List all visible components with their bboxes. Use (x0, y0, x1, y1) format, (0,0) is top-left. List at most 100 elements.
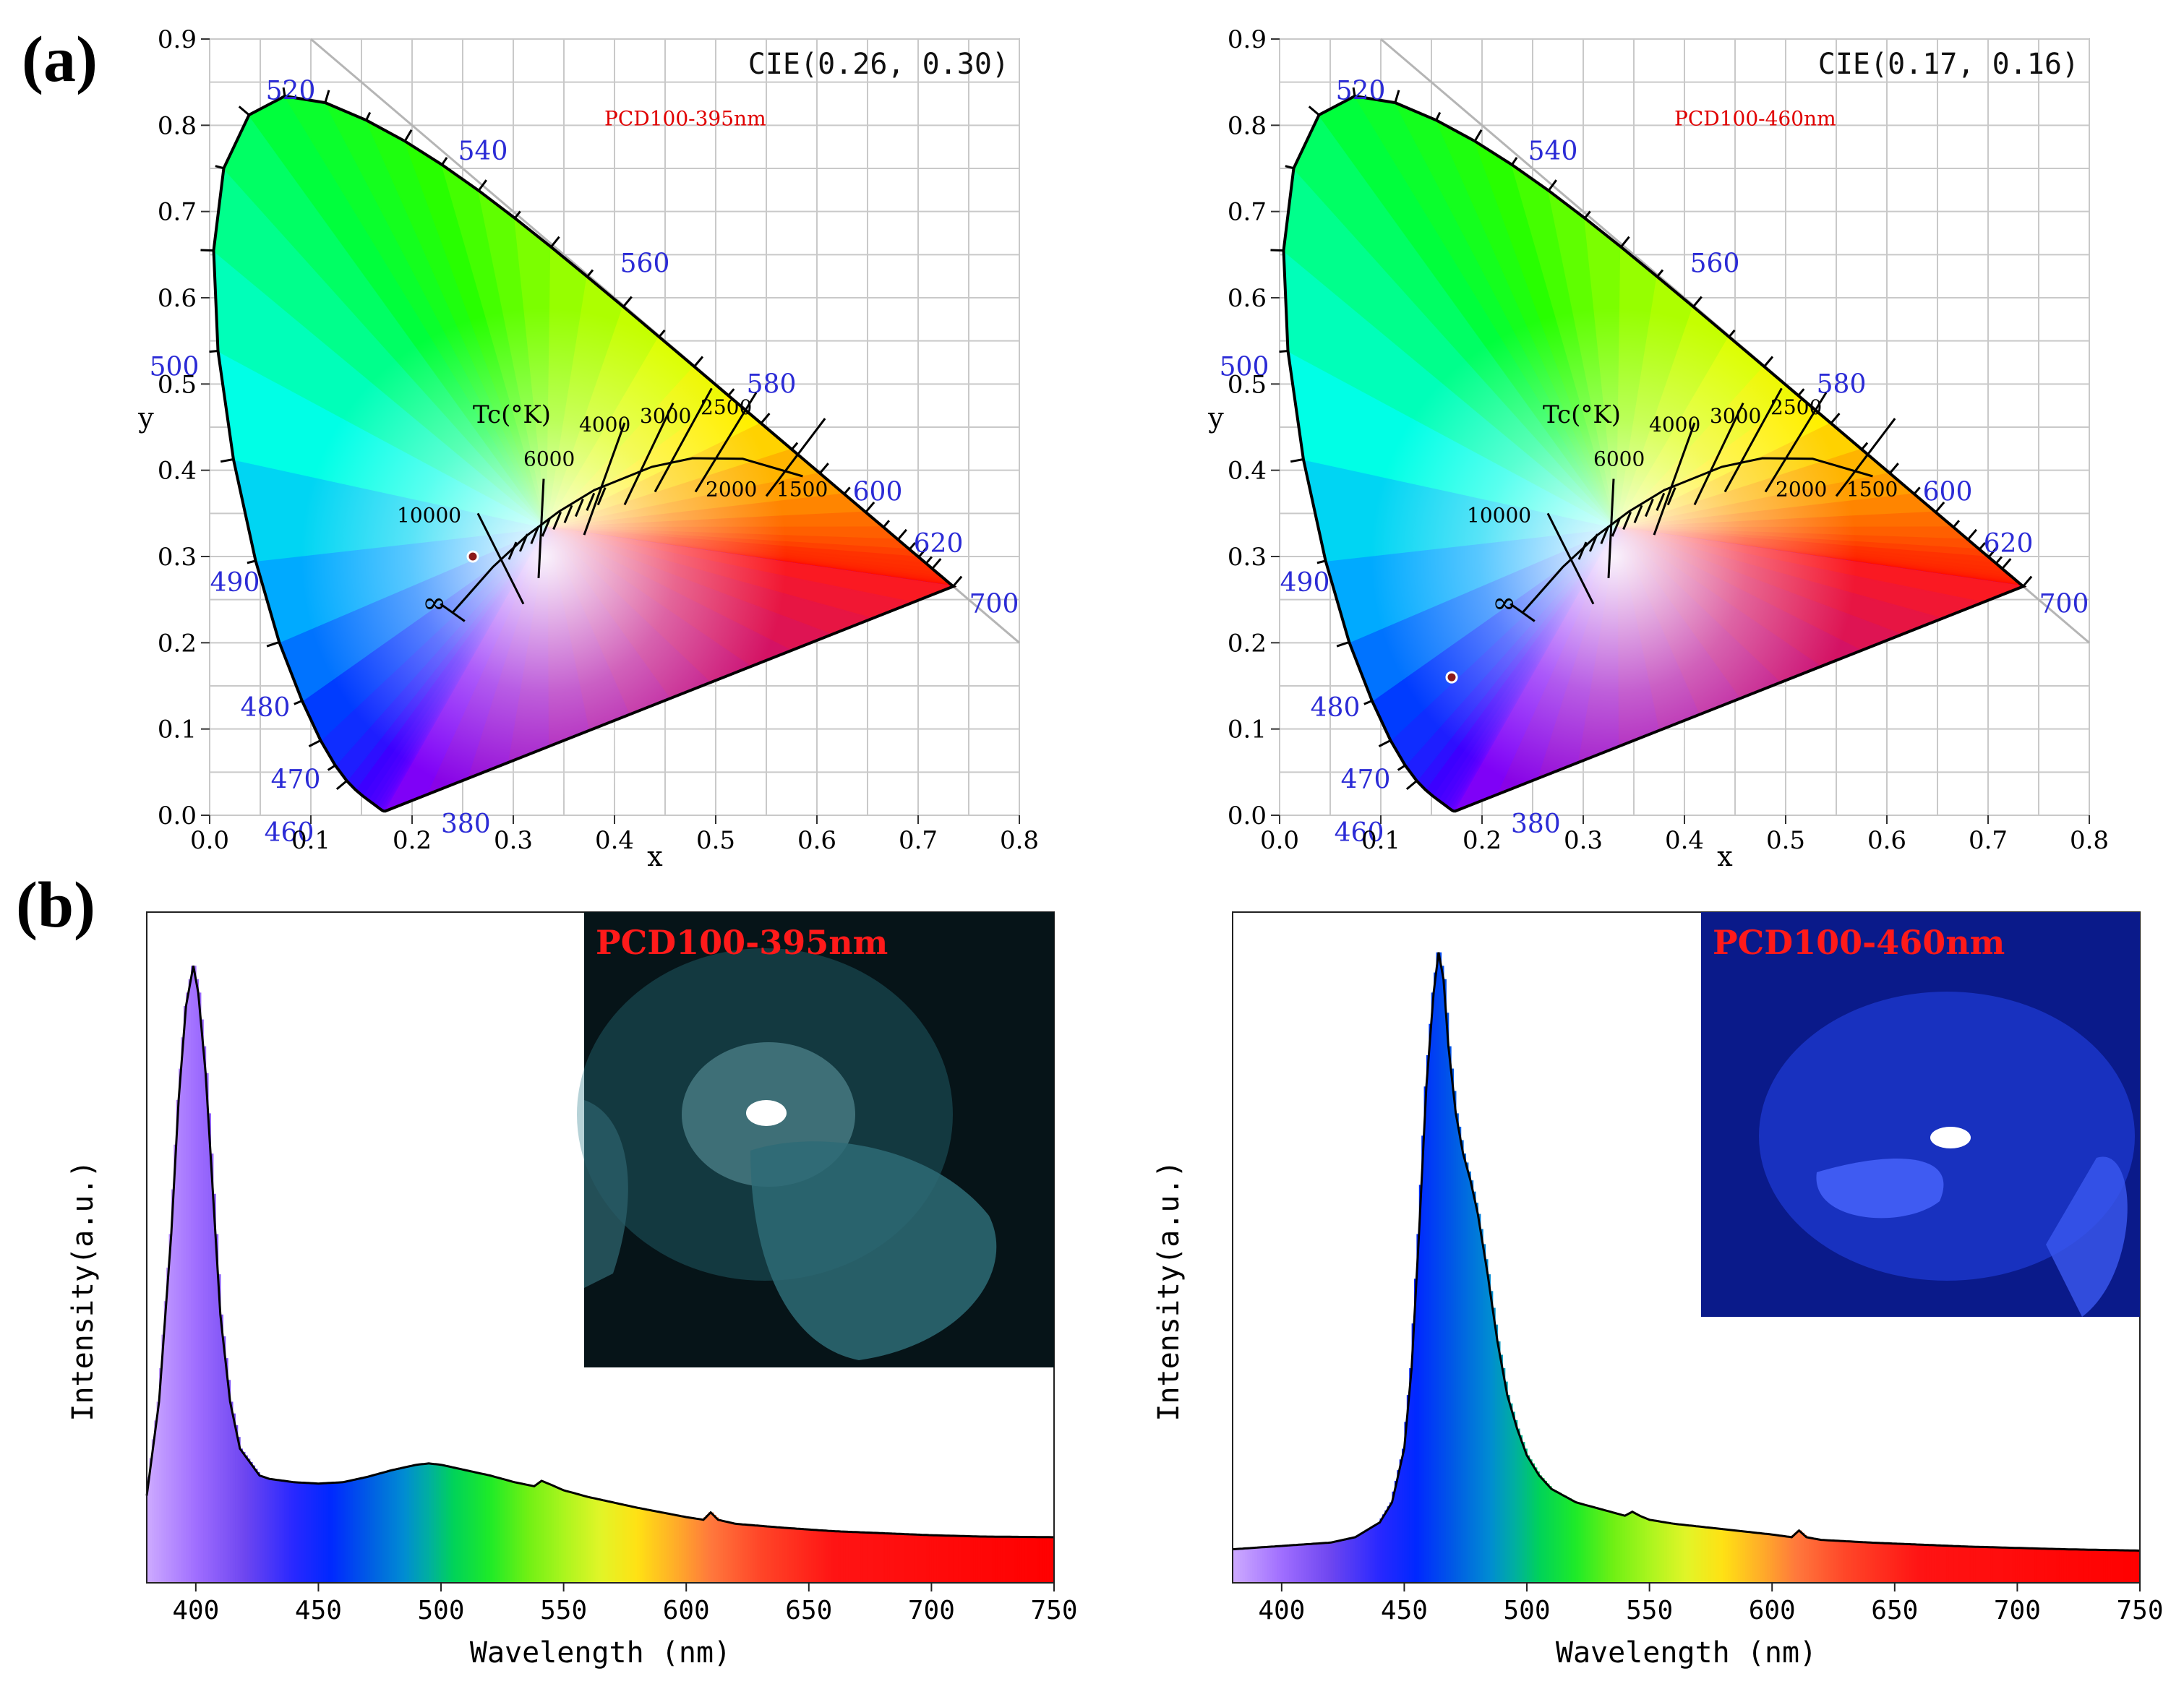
isotherm-line (623, 402, 675, 506)
spectrum-strip (455, 1468, 459, 1583)
spectrum-strip (1256, 1547, 1261, 1583)
spectrum-strip (225, 1358, 228, 1583)
spectrum-strip (1529, 1459, 1533, 1583)
x-tick-label: 0.2 (1463, 826, 1502, 855)
spectrum-strip (475, 1472, 479, 1583)
spectrum-strip (926, 1534, 930, 1583)
spectrum-strip (296, 1482, 300, 1583)
spectrum-strip (380, 1472, 383, 1583)
spectrum-strip (977, 1536, 982, 1583)
spectrum-strip (1485, 1259, 1489, 1583)
spectrum-strip (1044, 1537, 1048, 1583)
spectrum-strip (1901, 1544, 1906, 1583)
spectrum-strip (1051, 1537, 1055, 1583)
spectrum-strip (1870, 1542, 1874, 1583)
spectrum-strip (1833, 1540, 1837, 1583)
spectrum-strip (558, 1487, 562, 1583)
y-tick-label: 0.7 (158, 198, 197, 227)
inset-title: PCD100-395nm (596, 923, 888, 962)
wavelength-label: 620 (914, 529, 964, 559)
spectrum-strip (1311, 1543, 1314, 1583)
spectrum-strip (213, 1193, 216, 1583)
cct-minor-tick (541, 518, 551, 537)
spectrum-strip (262, 1476, 265, 1583)
spectrum-strip (1369, 1526, 1374, 1583)
spectrum-strip (254, 1469, 258, 1583)
spectrum-strip (198, 992, 202, 1583)
spectrum-strip (1262, 1547, 1265, 1583)
spectrum-strip (718, 1519, 721, 1583)
spectrum-strip (1737, 1530, 1741, 1583)
cct-label: 2000 (1776, 477, 1827, 501)
spectrum-strip (1676, 1524, 1680, 1583)
spectrum-strip (1340, 1539, 1344, 1583)
spectrum-strip (1654, 1520, 1658, 1583)
spectrum-strip (1301, 1544, 1305, 1583)
cct-minor-tick (552, 511, 562, 530)
spectrum-strip (943, 1535, 947, 1583)
spectrum-strip (1325, 1542, 1329, 1583)
isotherm-line (1653, 422, 1696, 536)
spectrum-strip (1769, 1534, 1773, 1583)
cct-minor-tick (586, 492, 596, 511)
spectrum-strip (1507, 1395, 1511, 1583)
spectrum-strip (372, 1474, 376, 1583)
locus-tick (693, 356, 704, 368)
spectrum-strip (2105, 1550, 2109, 1583)
spectrum-strip (1696, 1526, 1700, 1583)
cct-label: ∞ (422, 587, 446, 620)
spectrum-strip (870, 1532, 873, 1583)
wavelength-label: 380 (1511, 809, 1561, 839)
spectrum-strip (1718, 1529, 1721, 1583)
spectrum-strip (1899, 1543, 1903, 1583)
cct-minor-tick (1666, 487, 1676, 506)
spectrum-strip (181, 1037, 184, 1583)
spectrum-strip (551, 1485, 554, 1583)
spectrum-strip (889, 1533, 893, 1583)
spectrum-strip (1823, 1539, 1827, 1583)
spectrum-line (1232, 952, 2141, 1552)
spectrum-strip (2120, 1550, 2124, 1583)
spectrum-strip (941, 1535, 945, 1583)
spectrum-strip (411, 1465, 415, 1583)
isotherm-line (1723, 387, 1783, 493)
wavelength-label: 540 (1528, 137, 1578, 166)
spectrum-strip (364, 1477, 369, 1583)
spectrum-strip (1418, 1185, 1422, 1583)
spectrum-strip (612, 1502, 616, 1583)
spectrum-strip (1313, 1543, 1317, 1583)
cct-label: 2500 (701, 395, 752, 419)
spectrum-strip (725, 1521, 729, 1583)
spectrum-strip (1740, 1531, 1744, 1583)
locus-tick (908, 541, 917, 551)
spectrum-strip (276, 1479, 280, 1583)
locus-tick (200, 249, 214, 252)
spectrum-strip (1669, 1523, 1672, 1583)
spectrum-strip (1818, 1539, 1822, 1583)
spectrum-strip (1269, 1546, 1273, 1583)
spectrum-line (145, 965, 1054, 1539)
spectrum-strip (1720, 1529, 1724, 1583)
spectrum-strip (1578, 1503, 1582, 1583)
spectrum-strip (1012, 1537, 1016, 1583)
spectrum-strip (936, 1535, 940, 1583)
spectrum-strip (489, 1475, 494, 1583)
spectrum-strip (1515, 1419, 1518, 1583)
spectrum-strip (669, 1513, 672, 1583)
spectrum-strip (1671, 1523, 1675, 1583)
spectrum-strip (468, 1470, 471, 1583)
spectrum-strip (909, 1534, 913, 1583)
spectrum-strip (1637, 1514, 1640, 1583)
spectrum-strip (1274, 1546, 1277, 1583)
spectrum-strip (406, 1466, 410, 1583)
spectrum-strip (1362, 1531, 1366, 1583)
spectrum-strip (1303, 1544, 1307, 1583)
spectrum-strip (877, 1533, 881, 1583)
spectrum-strip (1039, 1537, 1042, 1583)
led-chip (746, 1100, 787, 1126)
y-tick-label: 0.4 (158, 457, 197, 486)
x-tick-label: 0.3 (1564, 826, 1603, 855)
y-axis-label: Intensity(a.u.) (1152, 1160, 1186, 1421)
spectrum-strip (210, 1153, 214, 1583)
spectrum-strip (855, 1531, 859, 1583)
